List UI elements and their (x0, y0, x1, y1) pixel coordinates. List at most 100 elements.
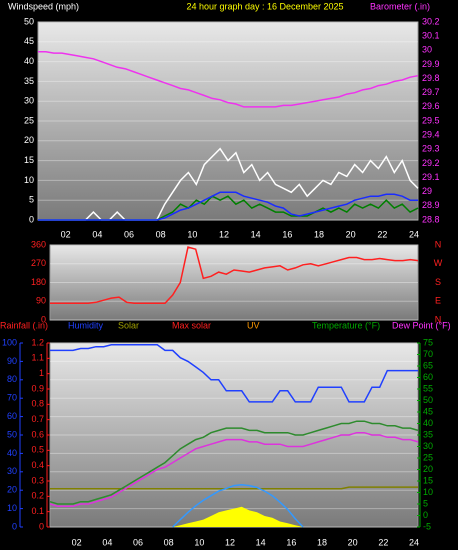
y-tick-label: 30 (24, 96, 34, 106)
legend-entry: Dew Point (°F) (392, 320, 451, 330)
y2-tick-label: 10 (423, 487, 433, 497)
y3-tick-label: 0.3 (31, 475, 44, 485)
y3-tick-label: 1.1 (31, 353, 44, 363)
x-tick-label: 20 (346, 229, 356, 239)
x-tick-label: 12 (219, 229, 229, 239)
y-axis-label: Windspeed (mph) (8, 1, 79, 11)
y2-tick-label: 29.5 (422, 115, 440, 125)
y-tick-label: 100 (2, 337, 17, 347)
y2-tick-label: 65 (423, 360, 433, 370)
y2-tick-label: 20 (423, 464, 433, 474)
x-tick-label: 18 (314, 229, 324, 239)
y2-tick-label: 28.9 (422, 200, 440, 210)
y2-tick-label: 5 (423, 498, 428, 508)
x-tick-label: 24 (409, 537, 419, 547)
line (38, 50, 419, 108)
y-tick-label: 40 (24, 56, 34, 66)
y2-tick-label: 29.9 (422, 59, 440, 69)
legend-entry: UV (247, 320, 260, 330)
y-tick-label: 25 (24, 115, 34, 125)
x-tick-label: 02 (72, 537, 82, 547)
x-tick-label: 06 (133, 537, 143, 547)
y-tick-label: 80 (7, 374, 17, 384)
y2-tick-label: W (434, 258, 443, 268)
y2-tick-label: 40 (423, 418, 433, 428)
y3-tick-label: 1 (39, 368, 44, 378)
x-tick-label: 04 (102, 537, 112, 547)
x-tick-label: 22 (377, 229, 387, 239)
x-tick-label: 22 (378, 537, 388, 547)
y2-tick-label: 35 (423, 429, 433, 439)
y2-tick-label: N (435, 239, 442, 249)
y-tick-label: 10 (24, 175, 34, 185)
y3-tick-label: 1.2 (31, 337, 44, 347)
y-tick-label: 90 (36, 296, 46, 306)
y2-tick-label: 29 (422, 186, 432, 196)
line (50, 486, 418, 490)
line (50, 246, 419, 305)
legend-entry: Humidity (68, 320, 104, 330)
y2-tick-label: 29.3 (422, 144, 440, 154)
x-tick-label: 14 (251, 229, 261, 239)
legend-entry: Max solar (172, 320, 211, 330)
y-tick-label: 60 (7, 411, 17, 421)
y2-tick-label: 55 (423, 383, 433, 393)
legend-entry: Solar (118, 320, 139, 330)
x-tick-label: 12 (225, 537, 235, 547)
y-tick-label: 270 (31, 258, 46, 268)
y2-tick-label: 29.7 (422, 87, 440, 97)
line (172, 483, 304, 528)
x-tick-label: 14 (256, 537, 266, 547)
y-tick-label: 5 (29, 195, 34, 205)
chart-title: 24 hour graph day : 16 December 2025 (186, 1, 343, 11)
y-tick-label: 50 (24, 16, 34, 26)
y2-tick-label: 25 (423, 452, 433, 462)
y2-tick-label: -5 (423, 521, 431, 531)
y-tick-label: 40 (7, 448, 17, 458)
y-tick-label: 50 (7, 429, 17, 439)
y2-tick-label: 28.8 (422, 214, 440, 224)
y2-tick-label: 45 (423, 406, 433, 416)
x-tick-label: 08 (164, 537, 174, 547)
y2-tick-label: E (435, 296, 441, 306)
y-tick-label: 0 (41, 314, 46, 324)
y3-tick-label: 0.2 (31, 491, 44, 501)
y-tick-label: 15 (24, 155, 34, 165)
y2-tick-label: 15 (423, 475, 433, 485)
line (50, 344, 418, 403)
x-tick-label: 24 (409, 229, 419, 239)
y-tick-label: 360 (31, 239, 46, 249)
y2-tick-label: 29.4 (422, 130, 440, 140)
y-tick-label: 45 (24, 36, 34, 46)
y-tick-label: 35 (24, 76, 34, 86)
x-tick-label: 08 (156, 229, 166, 239)
area (172, 506, 303, 527)
x-tick-label: 20 (348, 537, 358, 547)
y3-tick-label: 0.1 (31, 506, 44, 516)
line (49, 431, 419, 508)
plot-area (37, 21, 419, 221)
y3-tick-label: 0.5 (31, 445, 44, 455)
y3-tick-label: 0 (39, 521, 44, 531)
x-tick-label: 04 (92, 229, 102, 239)
y3-tick-label: 0.9 (31, 383, 44, 393)
y2-tick-label: 30.1 (422, 31, 440, 41)
x-tick-label: 02 (61, 229, 71, 239)
y-tick-label: 180 (31, 277, 46, 287)
y-tick-label: 0 (12, 521, 17, 531)
y2-tick-label: 70 (423, 349, 433, 359)
x-tick-label: 06 (124, 229, 134, 239)
x-tick-label: 10 (194, 537, 204, 547)
y-tick-label: 10 (7, 503, 17, 513)
y2-axis-label: Barometer (.in) (370, 1, 430, 11)
x-tick-label: 10 (187, 229, 197, 239)
y3-tick-label: 0.4 (31, 460, 44, 470)
y-tick-label: 20 (7, 485, 17, 495)
y2-tick-label: 30 (423, 441, 433, 451)
y2-tick-label: 29.8 (422, 73, 440, 83)
legend-entry: Rainfall (.in) (0, 320, 48, 330)
x-tick-label: 16 (286, 537, 296, 547)
y3-tick-label: 0.7 (31, 414, 44, 424)
